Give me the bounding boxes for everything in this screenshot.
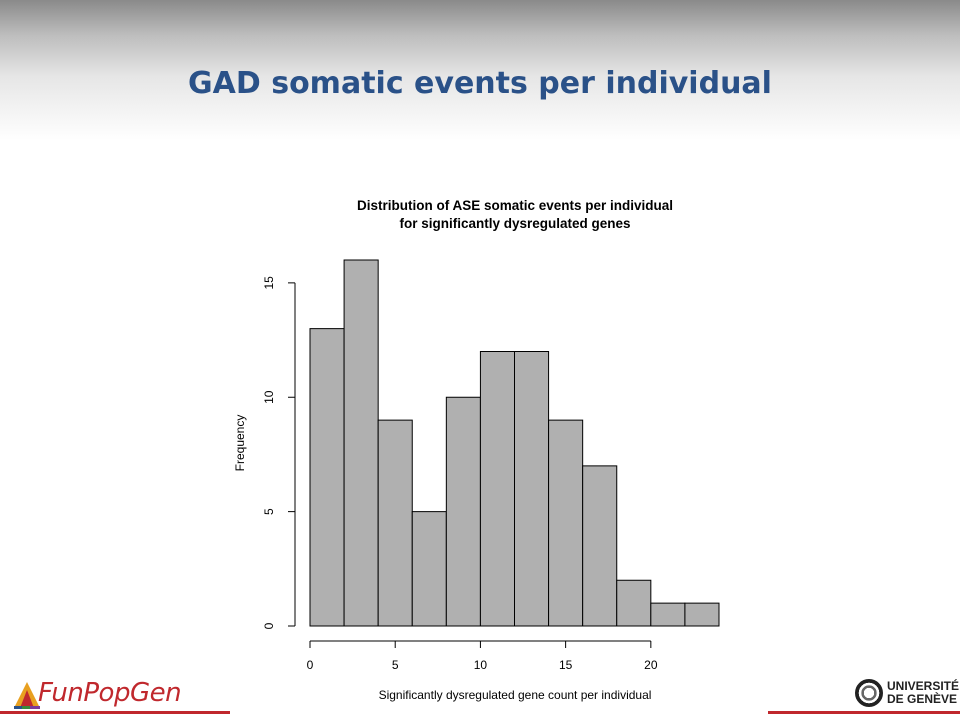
histogram-bar	[684, 602, 720, 627]
x-axis-label: Significantly dysregulated gene count pe…	[379, 688, 652, 702]
x-tick-label: 15	[559, 658, 573, 672]
funpopgen-logo: FunPopGen	[12, 676, 232, 712]
y-axis-label: Frequency	[233, 415, 247, 472]
chart-title-line-1: Distribution of ASE somatic events per i…	[357, 198, 673, 213]
histogram-bar	[548, 419, 584, 627]
histogram-bar	[582, 465, 618, 627]
chart-title-line-2: for significantly dysregulated genes	[399, 216, 630, 231]
unige-logo-text: UNIVERSITÉ DE GENÈVE	[887, 680, 960, 706]
histogram-bar	[514, 351, 550, 627]
x-tick-label: 20	[644, 658, 658, 672]
funpopgen-logo-icon	[14, 682, 40, 709]
footer-accent-line-left	[0, 711, 230, 714]
x-tick-label: 10	[474, 658, 488, 672]
unige-logo: UNIVERSITÉ DE GENÈVE	[855, 678, 960, 710]
histogram-bar	[343, 259, 379, 627]
histogram-bar	[650, 602, 686, 627]
x-axis: 0 5 10 15 20	[307, 640, 658, 672]
histogram-bar	[445, 396, 481, 627]
histogram-bar	[616, 579, 652, 627]
unige-logo-line2: DE GENÈVE	[887, 692, 958, 706]
y-tick-label: 5	[262, 508, 276, 515]
funpopgen-logo-text: FunPopGen	[38, 678, 182, 708]
histogram-bar	[309, 328, 345, 627]
footer-accent-line-right	[768, 711, 960, 714]
y-axis: 0 5 10 15	[262, 276, 296, 629]
histogram-bar	[377, 419, 413, 627]
y-tick-label: 10	[262, 390, 276, 404]
y-tick-label: 0	[262, 622, 276, 629]
chart-title: Distribution of ASE somatic events per i…	[357, 198, 673, 231]
histogram-bar	[479, 351, 515, 627]
unige-seal-icon	[855, 679, 883, 707]
y-tick-label: 15	[262, 276, 276, 290]
unige-logo-line1: UNIVERSITÉ	[887, 679, 960, 693]
x-tick-label: 5	[392, 658, 399, 672]
histogram-bar	[411, 511, 447, 627]
x-tick-label: 0	[307, 658, 314, 672]
slide-title: GAD somatic events per individual	[188, 66, 772, 101]
slide-header-background	[0, 0, 960, 140]
histogram-bars	[309, 259, 720, 627]
